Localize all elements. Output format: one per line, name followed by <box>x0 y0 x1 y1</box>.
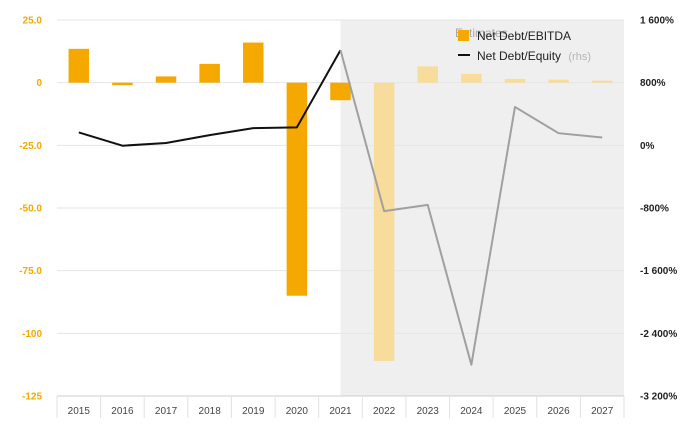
legend-label-line: Net Debt/Equity (rhs) <box>477 49 591 63</box>
bar-2020 <box>286 82 308 296</box>
y-right-tick-label: 0% <box>640 141 655 152</box>
y-left-tick-label: 0 <box>36 78 42 89</box>
bar-2018 <box>199 63 220 83</box>
y-right-tick-label: 800% <box>640 78 666 89</box>
y-left-tick-label: -75.0 <box>19 266 42 277</box>
bar-2015 <box>68 48 90 83</box>
x-tick-label: 2016 <box>111 406 134 417</box>
bar-2025 <box>504 78 526 83</box>
x-tick-label: 2019 <box>242 406 265 417</box>
legend-label-line-suffix: (rhs) <box>568 51 591 63</box>
x-tick-label: 2017 <box>155 406 178 417</box>
bar-2021 <box>330 82 351 101</box>
line-estimate <box>339 49 603 366</box>
legend: Net Debt/EBITDA Net Debt/Equity (rhs) <box>458 29 591 63</box>
bar-2026 <box>548 79 569 83</box>
bar-2024 <box>461 73 482 83</box>
right-axis-ticks: 1 600% 800% 0% -800% -1 600% -2 400% -3 200% <box>640 16 677 403</box>
bar-2019 <box>243 42 264 83</box>
y-right-tick-label: -3 200% <box>640 392 677 403</box>
x-tick-label: 2027 <box>591 406 614 417</box>
left-axis-ticks: 25.0 0 -25.0 -50.0 -75.0 -100 -125 <box>19 16 42 403</box>
legend-swatch-bar <box>458 30 469 41</box>
legend-label-line-name: Net Debt/Equity <box>477 49 561 63</box>
y-right-tick-label: 1 600% <box>640 16 674 27</box>
line-series <box>78 49 603 366</box>
y-right-tick-label: -800% <box>640 204 669 215</box>
y-left-tick-label: -125 <box>22 392 42 403</box>
x-tick-label: 2021 <box>329 406 352 417</box>
bar-2016 <box>112 82 133 86</box>
bar-2017 <box>155 76 177 83</box>
y-left-tick-label: 25.0 <box>23 16 43 27</box>
x-tick-label: 2018 <box>199 406 222 417</box>
y-left-tick-label: -100 <box>22 329 42 340</box>
line-actual <box>78 49 342 147</box>
y-left-tick-label: -50.0 <box>19 204 42 215</box>
x-tick-label: 2025 <box>504 406 527 417</box>
x-tick-label: 2024 <box>460 406 483 417</box>
x-tick-label: 2023 <box>417 406 440 417</box>
x-tick-label: 2015 <box>68 406 91 417</box>
y-left-tick-label: -25.0 <box>19 141 42 152</box>
x-tick-label: 2026 <box>547 406 570 417</box>
x-tick-label: 2020 <box>286 406 309 417</box>
bars <box>68 42 613 361</box>
x-tick-label: 2022 <box>373 406 396 417</box>
bar-2027 <box>591 80 613 83</box>
bar-2022 <box>373 82 395 361</box>
y-right-tick-label: -2 400% <box>640 329 677 340</box>
x-axis: 2015 2016 2017 2018 2019 2020 2021 2022 2023 2024… <box>56 395 625 418</box>
y-right-tick-label: -1 600% <box>640 266 677 277</box>
legend-label-bar: Net Debt/EBITDA <box>477 29 571 43</box>
bar-2023 <box>417 66 438 83</box>
